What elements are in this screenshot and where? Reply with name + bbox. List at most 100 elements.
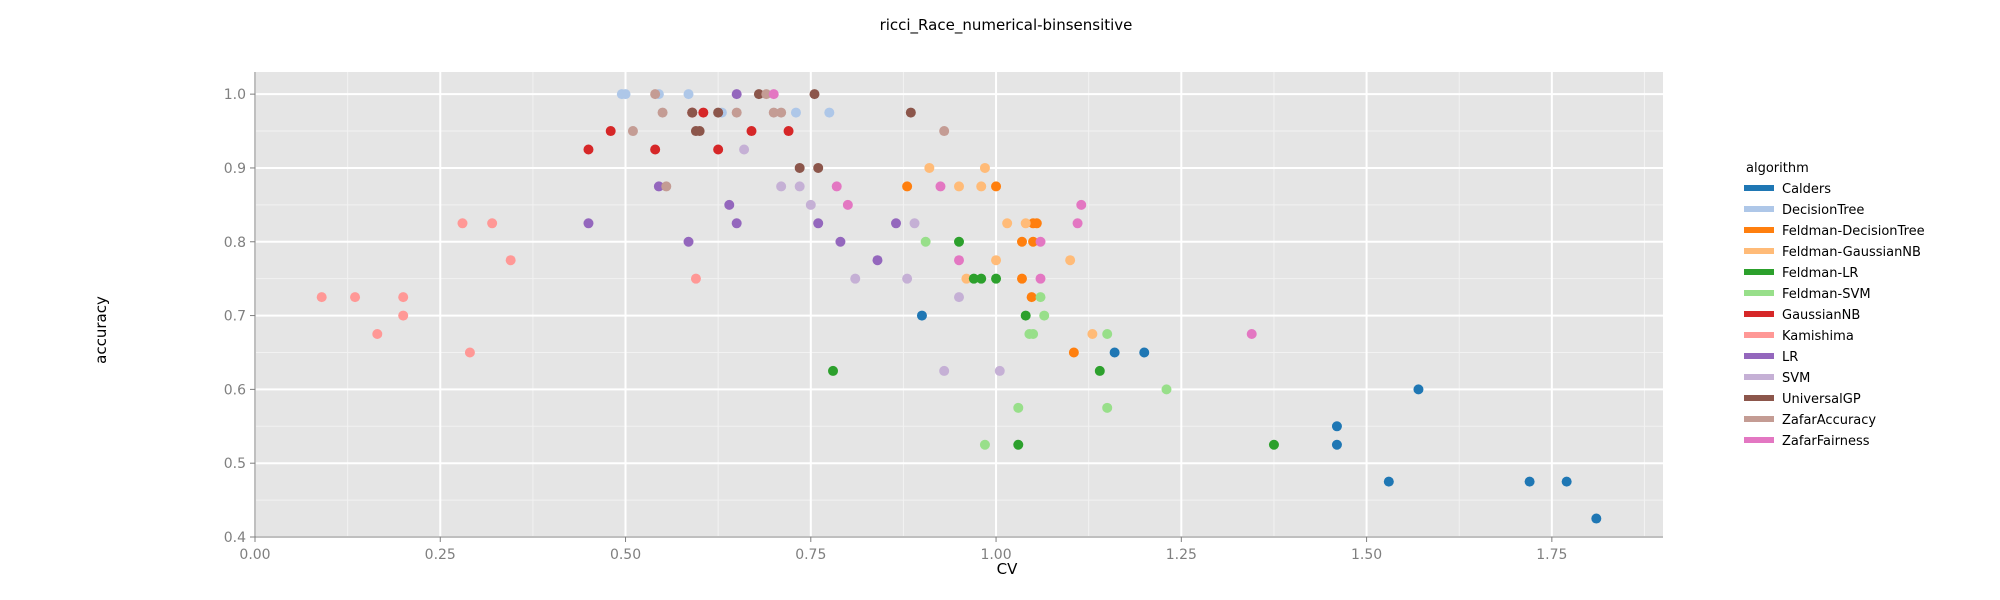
point-feldman-gaussiannb	[991, 255, 1002, 266]
x-tick-label: 1.00	[980, 547, 1011, 563]
legend-label-feldman-lr: Feldman-LR	[1782, 266, 1858, 281]
point-calders	[1524, 476, 1535, 487]
y-tick-label: 0.5	[224, 456, 246, 472]
legend-label-calders: Calders	[1782, 182, 1831, 197]
point-svm	[850, 273, 861, 284]
point-zafarfairness	[842, 199, 853, 210]
legend: algorithm Calders DecisionTree Feldman-Dec…	[1744, 161, 1925, 449]
legend-swatch-calders	[1744, 185, 1774, 191]
legend-swatch-lr	[1744, 353, 1774, 359]
point-calders	[1109, 347, 1120, 358]
point-feldman-svm	[1028, 329, 1039, 340]
point-feldman-decisiontree	[1016, 273, 1027, 284]
point-lr	[724, 199, 735, 210]
point-calders	[1413, 384, 1424, 395]
point-lr	[731, 89, 742, 100]
y-axis-ticks: 0.4 0.5 0.6 0.7 0.8 0.9 1.0	[224, 72, 256, 546]
legend-swatch-decisiontree	[1744, 206, 1774, 212]
point-zafarfairness	[1072, 218, 1083, 229]
data-points	[316, 89, 1602, 524]
point-feldman-gaussiannb	[924, 162, 935, 173]
point-feldman-gaussiannb	[954, 181, 964, 192]
x-tick-label: 1.25	[1166, 547, 1197, 563]
point-gaussiannb	[783, 126, 794, 137]
legend-swatch-feldman-lr	[1744, 269, 1774, 275]
plot-area	[255, 72, 1663, 537]
point-feldman-gaussiannb	[1002, 218, 1013, 229]
point-zafaraccuracy	[627, 126, 638, 137]
point-kamishima	[398, 310, 409, 321]
x-tick-label: 0.25	[425, 547, 456, 563]
point-universalgp	[809, 89, 820, 100]
point-kamishima	[372, 329, 383, 340]
point-svm	[805, 199, 816, 210]
point-universalgp	[813, 162, 824, 173]
x-tick-label: 0.50	[610, 547, 641, 563]
point-calders	[1331, 439, 1342, 450]
y-tick-label: 0.6	[224, 382, 246, 398]
x-tick-label: 1.75	[1536, 547, 1567, 563]
x-axis-title: CV	[997, 560, 1018, 578]
y-tick-label: 0.9	[224, 161, 246, 177]
point-feldman-svm	[1013, 402, 1024, 413]
point-feldman-gaussiannb	[1087, 329, 1098, 340]
point-universalgp	[687, 107, 698, 118]
point-zafaraccuracy	[776, 107, 787, 118]
point-calders	[1561, 476, 1572, 487]
point-zafaraccuracy	[761, 89, 772, 100]
point-zafarfairness	[954, 255, 964, 266]
point-gaussiannb	[605, 126, 616, 137]
y-tick-label: 0.8	[224, 235, 246, 251]
point-calders	[1591, 513, 1602, 524]
chart-title: ricci_Race_numerical-binsensitive	[880, 16, 1133, 35]
point-feldman-svm	[1035, 292, 1046, 303]
y-tick-label: 0.4	[224, 530, 246, 546]
legend-label-gaussiannb: GaussianNB	[1782, 308, 1860, 323]
point-gaussiannb	[698, 107, 709, 118]
point-zafarfairness	[1076, 199, 1087, 210]
point-feldman-decisiontree	[1016, 236, 1027, 247]
point-lr	[813, 218, 824, 229]
point-decisiontree	[620, 89, 631, 100]
point-universalgp	[713, 107, 724, 118]
point-feldman-gaussiannb	[1020, 218, 1031, 229]
point-gaussiannb	[746, 126, 757, 137]
x-axis-ticks: 0.00 0.25 0.50 0.75 1.00 1.25 1.50 1.75	[239, 536, 1663, 563]
point-kamishima	[457, 218, 468, 229]
point-zafaraccuracy	[661, 181, 672, 192]
point-lr	[683, 236, 694, 247]
legend-label-decisiontree: DecisionTree	[1782, 203, 1864, 218]
legend-label-lr: LR	[1782, 350, 1798, 365]
legend-label-feldman-svm: Feldman-SVM	[1782, 287, 1871, 302]
legend-label-feldman-decisiontree: Feldman-DecisionTree	[1782, 224, 1925, 239]
point-feldman-gaussiannb	[976, 181, 987, 192]
point-zafarfairness	[935, 181, 946, 192]
point-decisiontree	[790, 107, 801, 118]
x-tick-label: 0.75	[795, 547, 826, 563]
point-feldman-decisiontree	[991, 181, 1002, 192]
point-feldman-decisiontree	[1026, 292, 1037, 303]
point-feldman-decisiontree	[902, 181, 913, 192]
y-tick-label: 1.0	[224, 87, 246, 103]
point-feldman-lr	[976, 273, 987, 284]
point-gaussiannb	[583, 144, 594, 155]
point-kamishima	[505, 255, 516, 266]
point-decisiontree	[683, 89, 694, 100]
point-zafarfairness	[1246, 329, 1257, 340]
legend-swatch-universalgp	[1744, 395, 1774, 401]
legend-swatch-zafaraccuracy	[1744, 416, 1774, 422]
point-calders	[1139, 347, 1150, 358]
point-kamishima	[350, 292, 361, 303]
point-svm	[776, 181, 787, 192]
point-zafaraccuracy	[768, 107, 779, 118]
point-feldman-lr	[1020, 310, 1031, 321]
legend-swatch-gaussiannb	[1744, 311, 1774, 317]
point-feldman-decisiontree	[1028, 236, 1039, 247]
point-feldman-lr	[828, 365, 839, 376]
legend-label-svm: SVM	[1782, 371, 1810, 386]
point-calders	[1383, 476, 1394, 487]
point-universalgp	[753, 89, 764, 100]
point-feldman-svm	[920, 236, 931, 247]
legend-label-kamishima: Kamishima	[1782, 329, 1854, 344]
